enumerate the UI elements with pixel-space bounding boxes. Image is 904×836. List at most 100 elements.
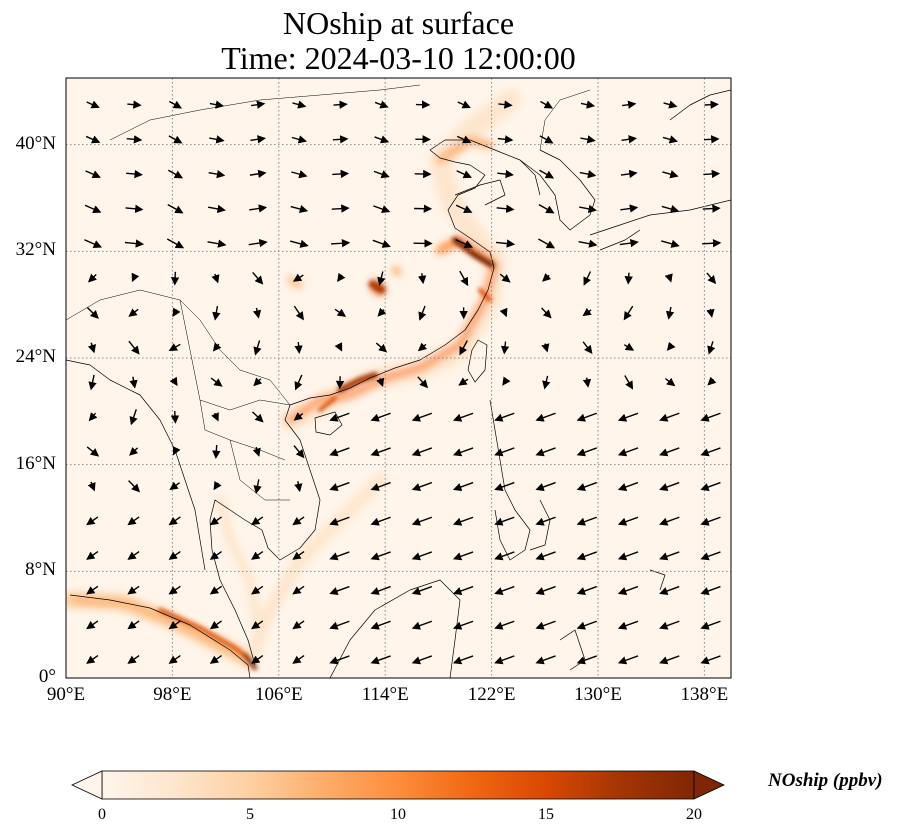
wind-arrow: [576, 620, 597, 630]
wind-arrow: [329, 447, 350, 457]
wind-arrow: [535, 412, 556, 422]
wind-arrow: [617, 620, 639, 630]
wind-arrow: [212, 445, 221, 460]
wind-arrow: [659, 481, 680, 491]
wind-arrow: [128, 480, 141, 493]
wind-arrow: [662, 170, 679, 179]
map-panel: [66, 78, 731, 678]
wind-arrow: [252, 446, 261, 457]
wind-arrow: [207, 239, 227, 248]
wind-arrow: [706, 308, 715, 318]
wind-arrow: [169, 376, 178, 387]
wind-arrow: [127, 551, 140, 560]
wind-arrow: [497, 135, 514, 144]
wind-arrow: [411, 620, 433, 630]
wind-arrow: [88, 412, 98, 422]
lon-tick-label: 90°E: [46, 684, 86, 705]
wind-arrow: [370, 551, 391, 561]
colorbar-extend-min: [71, 770, 103, 800]
wind-arrow: [253, 340, 262, 356]
lon-tick-label: 138°E: [680, 684, 729, 705]
wind-arrow: [87, 342, 96, 354]
wind-arrow: [704, 100, 719, 109]
wind-arrow: [417, 376, 429, 389]
wind-arrow: [617, 551, 639, 561]
wind-arrow: [87, 273, 97, 283]
wind-arrow: [373, 170, 390, 179]
wind-arrow: [706, 272, 717, 285]
colorbar-tick-label: 20: [686, 806, 702, 823]
wind-arrow: [702, 204, 721, 213]
wind-arrow: [293, 305, 304, 321]
wind-arrow: [166, 238, 185, 249]
wind-arrow: [623, 342, 635, 351]
wind-arrow: [168, 620, 181, 630]
wind-arrow: [452, 412, 474, 422]
wind-arrow: [576, 516, 597, 526]
wind-arrow: [661, 239, 680, 248]
wind-arrow: [539, 169, 555, 179]
wind-arrow: [498, 100, 513, 109]
wind-arrow: [377, 271, 386, 286]
wind-arrow: [128, 308, 139, 317]
wind-arrow: [125, 204, 144, 213]
wind-arrow: [168, 585, 181, 595]
lon-tick-label: 130°E: [574, 684, 622, 705]
wind-arrow: [370, 655, 391, 665]
wind-arrow: [583, 271, 592, 286]
wind-arrow: [375, 342, 388, 353]
wind-arrow: [329, 481, 350, 491]
wind-arrow: [707, 341, 716, 355]
wind-arrow: [540, 100, 554, 109]
wind-arrow: [168, 655, 181, 664]
wind-arrow: [334, 342, 343, 352]
wind-arrow: [127, 585, 140, 595]
wind-arrow: [337, 272, 346, 283]
wind-arrow: [170, 271, 180, 286]
wind-arrow: [329, 585, 350, 595]
wind-arrow: [659, 551, 680, 561]
lat-tick-label: 40°N: [15, 132, 56, 154]
wind-arrow: [659, 620, 680, 630]
wind-arrow: [541, 343, 550, 353]
wind-arrow: [620, 204, 639, 213]
wind-arrow: [535, 655, 556, 665]
wind-arrow: [458, 377, 469, 386]
wind-arrow: [582, 341, 593, 355]
wind-arrow: [126, 169, 143, 179]
wind-arrow: [86, 655, 99, 664]
wind-arrow: [411, 447, 433, 457]
wind-arrow: [251, 411, 264, 423]
wind-arrow: [168, 551, 181, 560]
wind-arrow: [494, 447, 515, 457]
wind-arrow: [126, 135, 143, 144]
wind-arrow: [452, 481, 474, 491]
wind-arrow: [167, 204, 184, 214]
wind-vectors: [84, 100, 722, 665]
wind-arrow: [172, 307, 181, 317]
wind-arrow: [129, 376, 138, 389]
wind-arrow: [289, 239, 309, 248]
wind-arrow: [659, 412, 680, 422]
wind-arrow: [329, 551, 350, 561]
wind-arrow: [542, 272, 552, 282]
wind-arrow: [168, 135, 183, 144]
wind-arrow: [129, 446, 139, 456]
wind-arrow: [535, 481, 556, 491]
wind-arrow: [662, 135, 679, 144]
wind-arrow: [452, 620, 474, 630]
wind-arrow: [702, 239, 722, 248]
concentration-field: [66, 89, 521, 668]
wind-arrow: [502, 376, 511, 386]
wind-arrow: [86, 446, 100, 457]
lon-tick-label: 98°E: [153, 684, 192, 705]
wind-arrow: [452, 516, 474, 526]
wind-arrow: [411, 551, 433, 561]
wind-arrow: [212, 342, 222, 352]
wind-arrow: [700, 585, 721, 595]
colorbar-tick-label: 5: [246, 806, 254, 823]
wind-arrow: [538, 203, 555, 214]
wind-arrow: [452, 447, 474, 457]
wind-arrow: [127, 620, 140, 630]
wind-arrow: [210, 377, 223, 387]
